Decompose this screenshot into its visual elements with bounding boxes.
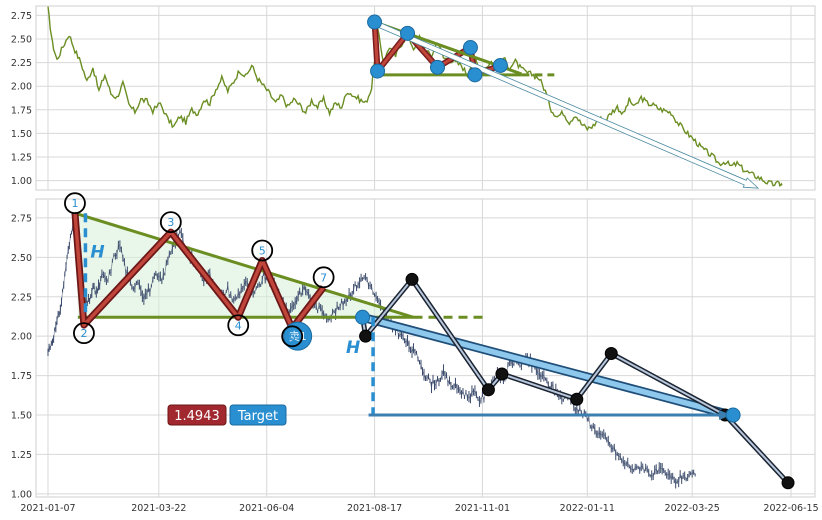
y-tick-label: 2.25	[11, 58, 32, 69]
x-tick-label: 2022-03-25	[665, 503, 720, 514]
overview-pivot-point	[400, 25, 416, 41]
x-tick-label: 2021-08-17	[347, 503, 402, 514]
pivot-number: 3	[167, 216, 174, 229]
pivot-circle	[227, 314, 250, 337]
price-line	[47, 216, 696, 485]
x-tick-label: 2021-06-04	[239, 503, 294, 514]
swing-point	[481, 383, 495, 397]
sell-marker	[283, 321, 313, 351]
overview-pivot-point	[370, 63, 386, 79]
y-tick-label: 1.75	[11, 371, 32, 382]
pivot-number: 2	[80, 327, 87, 340]
pivot-number: 4	[235, 319, 242, 332]
overview-pivot-point	[367, 14, 383, 30]
target-value-box	[167, 404, 227, 426]
y-tick-label: 2.00	[11, 82, 32, 93]
y-tick-label: 2.75	[11, 11, 32, 22]
swing-point	[781, 476, 795, 490]
pivot-circle	[64, 192, 86, 215]
pivot-number: 7	[320, 271, 327, 284]
swing-point	[359, 329, 373, 343]
pivot-circle	[281, 325, 304, 348]
y-tick-label: 2.50	[11, 253, 32, 264]
projection-band	[359, 314, 734, 418]
x-tick-label: 2021-03-22	[131, 503, 186, 514]
overview-pivot-point	[467, 67, 483, 83]
y-tick-label: 2.75	[11, 213, 32, 224]
pivot-number: 5	[259, 244, 266, 257]
pivot-circle	[159, 211, 182, 234]
y-tick-label: 2.00	[11, 332, 32, 343]
target-value: 1.4943	[174, 409, 220, 424]
y-tick-label: 1.00	[11, 176, 32, 187]
pivot-circle	[73, 322, 95, 345]
swing-point	[495, 367, 509, 381]
y-tick-label: 1.50	[11, 411, 32, 422]
overview-pivot-point	[429, 59, 445, 75]
overview-pivot-point	[462, 40, 478, 56]
upper-trendline	[74, 211, 414, 319]
pivot-number: 1	[71, 197, 78, 210]
overview-trend-arrow	[373, 20, 760, 189]
y-tick-label: 1.25	[11, 152, 32, 163]
pivot-circle	[312, 266, 335, 289]
x-tick-label: 2021-01-07	[20, 503, 75, 514]
overview-pivot-point	[492, 57, 508, 73]
swing-point	[570, 392, 584, 406]
x-tick-label: 2021-11-01	[455, 503, 510, 514]
height-label: H	[90, 242, 104, 262]
swing-point	[604, 347, 618, 361]
swing-point	[405, 272, 419, 286]
height-label: H	[346, 338, 360, 358]
y-tick-label: 1.25	[11, 450, 32, 461]
pivot-circle	[251, 239, 274, 262]
target-label: Target	[237, 409, 278, 424]
y-tick-label: 2.50	[11, 35, 32, 46]
y-tick-label: 1.75	[11, 105, 32, 116]
pivot-number: 6	[289, 330, 296, 343]
x-tick-label: 2022-06-15	[763, 503, 818, 514]
target-label-box	[229, 404, 287, 426]
target-arrowhead	[719, 410, 732, 421]
x-tick-label: 2022-01-11	[560, 503, 615, 514]
y-tick-label: 1.50	[11, 129, 32, 140]
breakout-point	[355, 309, 371, 325]
y-tick-label: 2.25	[11, 292, 32, 303]
target-point	[725, 407, 741, 423]
y-tick-label: 1.00	[11, 489, 32, 500]
